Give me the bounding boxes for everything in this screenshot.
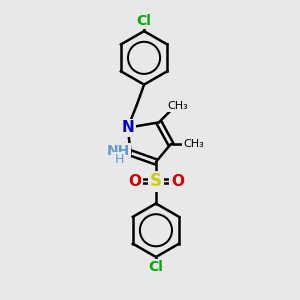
Text: S: S — [150, 172, 162, 190]
Text: N: N — [121, 120, 134, 135]
Text: Cl: Cl — [148, 260, 164, 274]
Text: O: O — [171, 174, 184, 189]
Text: CH₃: CH₃ — [183, 139, 204, 149]
Text: CH₃: CH₃ — [167, 101, 188, 111]
Text: NH: NH — [106, 145, 130, 158]
Text: H: H — [115, 153, 124, 166]
Text: Cl: Cl — [136, 14, 152, 28]
Text: O: O — [128, 174, 141, 189]
